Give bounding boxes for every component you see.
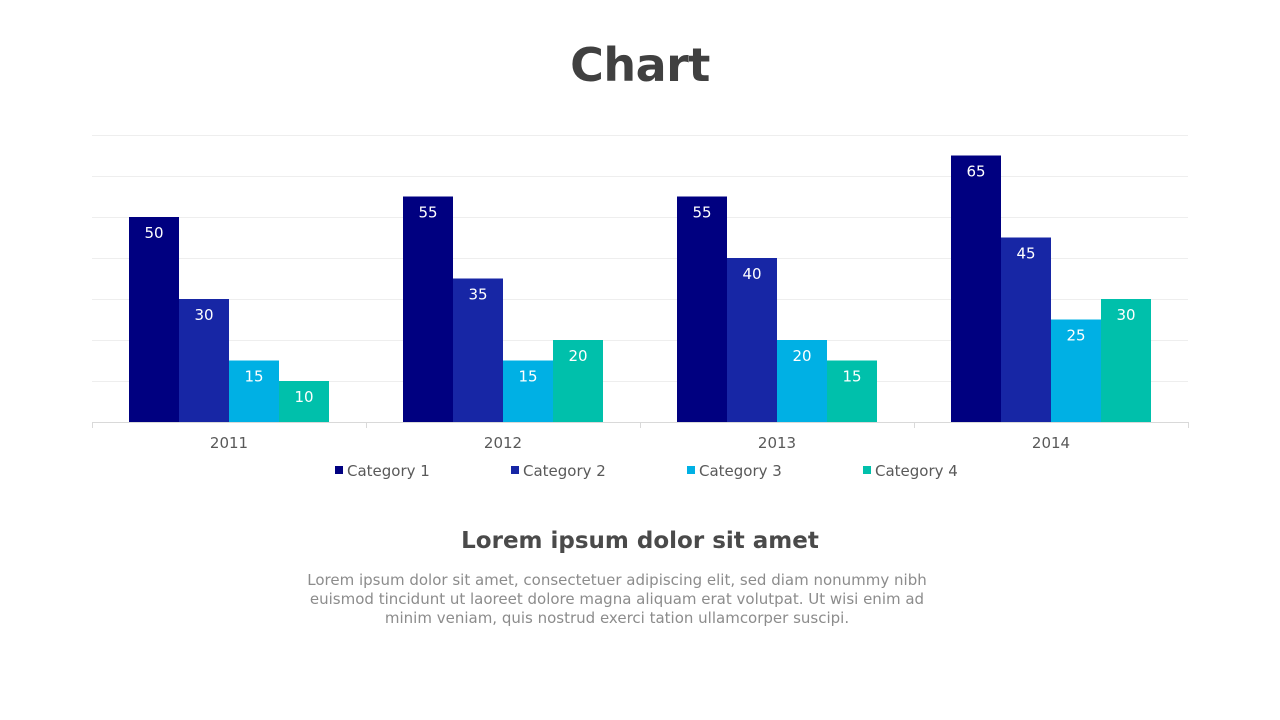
- data-label: 10: [294, 388, 313, 406]
- data-label: 15: [244, 368, 263, 386]
- data-label: 65: [966, 163, 985, 181]
- bar: [503, 360, 553, 422]
- legend-swatch: [687, 466, 695, 474]
- legend-label: Category 4: [875, 462, 958, 480]
- legend-swatch: [335, 466, 343, 474]
- data-label: 20: [792, 347, 811, 365]
- legend-label: Category 2: [523, 462, 606, 480]
- bar: [951, 155, 1001, 422]
- legend-label: Category 3: [699, 462, 782, 480]
- bar: [1051, 319, 1101, 422]
- bar: [677, 196, 727, 422]
- legend-swatch: [863, 466, 871, 474]
- x-tick-label: 2013: [758, 434, 796, 452]
- data-label: 40: [742, 265, 761, 283]
- data-label: 50: [144, 224, 163, 242]
- bar: [777, 340, 827, 422]
- bar: [727, 258, 777, 422]
- data-label: 15: [842, 368, 861, 386]
- x-tick-label: 2014: [1032, 434, 1070, 452]
- data-label: 20: [568, 347, 587, 365]
- bar: [827, 360, 877, 422]
- bar: [403, 196, 453, 422]
- bar: [129, 217, 179, 422]
- legend-label: Category 1: [347, 462, 430, 480]
- legend-swatch: [511, 466, 519, 474]
- data-label: 45: [1016, 245, 1035, 263]
- body-paragraph: Lorem ipsum dolor sit amet, consectetuer…: [307, 571, 927, 627]
- bar: [1001, 237, 1051, 422]
- x-tick-label: 2012: [484, 434, 522, 452]
- data-label: 25: [1066, 327, 1085, 345]
- data-label: 55: [692, 204, 711, 222]
- data-label: 30: [194, 306, 213, 324]
- section-heading: Lorem ipsum dolor sit amet: [461, 528, 819, 554]
- data-label: 55: [418, 204, 437, 222]
- bar-chart: 50 30 15 10 55 35 15 20 55 40 20 15 65 45 25 30 2011 2012…: [92, 135, 1189, 480]
- page-title: Chart: [570, 38, 710, 92]
- data-label: 30: [1116, 306, 1135, 324]
- bar: [229, 360, 279, 422]
- bar: [279, 381, 329, 422]
- data-label: 35: [468, 286, 487, 304]
- data-label: 15: [518, 368, 537, 386]
- bar: [179, 299, 229, 422]
- x-tick-label: 2011: [210, 434, 248, 452]
- bar: [453, 278, 503, 422]
- bar: [553, 340, 603, 422]
- bar: [1101, 299, 1151, 422]
